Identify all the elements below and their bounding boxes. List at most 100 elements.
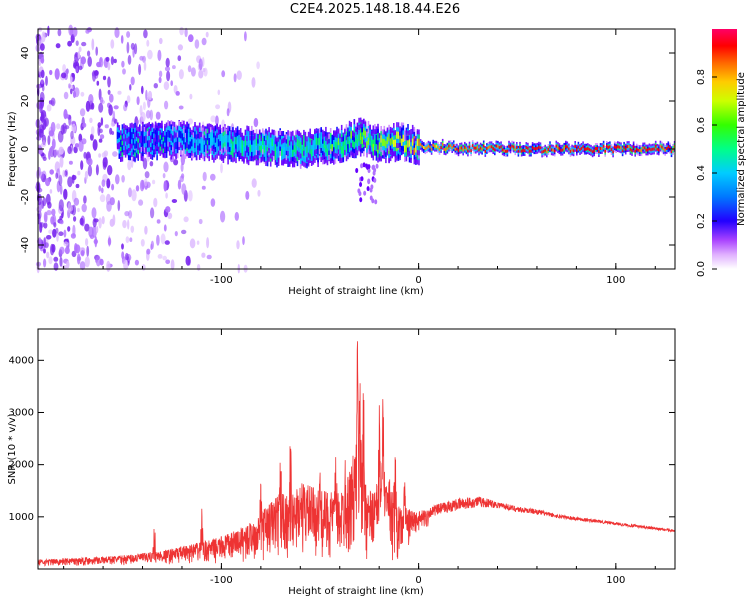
spectrogram-noise-cell [89, 234, 95, 240]
spectrogram-noise-cell [49, 147, 52, 154]
spectrogram-band-cell [213, 137, 215, 145]
spectrogram-band-cell [386, 136, 389, 145]
spectrogram-band-cell [408, 139, 411, 147]
spectrogram-band-cell [367, 137, 370, 145]
spectrogram-band-cell [198, 143, 201, 151]
spectrogram-band-cell [606, 144, 608, 148]
spectrogram-band-cell [535, 147, 537, 151]
spectrogram-band-cell [569, 149, 572, 153]
spectrogram-band-cell [148, 140, 150, 148]
spectrogram-band-cell [161, 132, 163, 140]
spectrogram-noise-cell [170, 259, 175, 271]
spectrogram-noise-cell [107, 76, 111, 88]
x-tick-label: 0 [415, 275, 421, 286]
snr-xlabel: Height of straight line (km) [288, 586, 424, 597]
spectrogram-band-cell [309, 142, 311, 150]
spectrogram-band-cell [512, 145, 515, 149]
spectrogram-band-cell [344, 138, 346, 146]
spectrogram-noise-cell [99, 194, 106, 203]
spectrogram-noise-cell [165, 57, 170, 68]
spectrogram-noise-cell [68, 83, 71, 89]
spectrogram-noise-cell [67, 146, 72, 155]
spectrogram-noise-cell [68, 160, 73, 165]
spectrogram-band-cell [367, 164, 371, 170]
spectrogram-noise-cell [126, 41, 130, 54]
spectrogram-band-cell [418, 138, 420, 146]
spectrogram-noise-cell [180, 153, 186, 166]
spectrogram-band-cell [214, 135, 217, 143]
spectrogram-noise-cell [149, 161, 154, 167]
spectrogram-band-cell [514, 148, 517, 152]
y-tick-label: 20 [20, 95, 31, 108]
spectrogram-band-cell [482, 144, 485, 148]
spectrogram-band-cell [345, 144, 348, 152]
spectrogram-band-cell [340, 146, 343, 154]
spectrogram-noise-cell [58, 231, 64, 236]
spectrogram-band-cell [246, 145, 248, 153]
spectrogram-band-cell [566, 145, 569, 149]
spectrogram-noise-cell [162, 255, 167, 261]
spectrogram-band-cell [654, 144, 657, 148]
spectrogram-band-cell [238, 139, 240, 147]
spectrogram-noise-cell [198, 58, 203, 71]
spectrogram-noise-cell [215, 104, 221, 110]
spectrogram-band-cell [145, 135, 147, 143]
spectrogram-ylabel: Frequency (Hz) [7, 111, 18, 187]
spectrogram-band-cell [659, 144, 662, 148]
spectrogram-band-cell [370, 140, 373, 148]
spectrogram-noise-cell [178, 69, 184, 80]
spectrogram-noise-cell [127, 54, 132, 65]
spectrogram-band-cell [531, 146, 534, 149]
spectrogram-band-cell [519, 145, 521, 149]
spectrogram-band-cell [448, 144, 450, 148]
y-tick-label: -20 [20, 189, 31, 205]
spectrogram-noise-cell [138, 199, 144, 206]
spectrogram-band-cell [642, 146, 644, 150]
spectrogram-band-cell [347, 136, 349, 145]
spectrogram-band-cell [492, 147, 494, 151]
spectrogram-band-cell [568, 147, 570, 151]
spectrogram-noise-cell [59, 156, 64, 168]
spectrogram-band-cell [490, 145, 493, 149]
spectrogram-noise-cell [93, 238, 99, 245]
spectrogram-noise-cell [122, 68, 126, 75]
spectrogram-noise-cell [130, 42, 135, 50]
spectrogram-noise-cell [110, 121, 116, 127]
spectrogram-band-cell [358, 191, 362, 197]
spectrogram-band-cell [457, 149, 460, 153]
spectrogram-noise-cell [80, 250, 85, 257]
spectrogram-band-cell [497, 144, 499, 148]
spectrogram-noise-cell [81, 41, 87, 47]
spectrogram-noise-cell [226, 108, 230, 117]
spectrogram-band-cell [355, 168, 359, 174]
spectrogram-noise-cell [139, 179, 145, 192]
spectrogram-band-cell [585, 147, 588, 151]
spectrogram-noise-cell [91, 102, 95, 110]
spectrogram-band-cell [219, 134, 221, 142]
spectrogram-band-cell [636, 147, 638, 151]
spectrogram-noise-cell [170, 80, 173, 87]
spectrogram-band-cell [334, 141, 337, 149]
spectrogram-band-cell [299, 142, 302, 150]
spectrogram-noise-cell [110, 56, 114, 66]
spectrogram-band-cell [470, 149, 472, 153]
spectrogram-band-cell [479, 146, 482, 150]
spectrogram-noise-cell [127, 219, 130, 230]
spectrogram-noise-cell [63, 91, 69, 100]
spectrogram-band-cell [462, 148, 464, 152]
spectrogram-band-cell [500, 145, 502, 149]
colorbar-tick-label: 0.2 [696, 213, 707, 229]
spectrogram-noise-cell [153, 83, 158, 89]
spectrogram-band-cell [172, 135, 174, 143]
spectrogram-band-cell [178, 130, 180, 138]
spectrogram-noise-cell [234, 211, 239, 221]
x-tick-label: 100 [606, 575, 625, 586]
spectrogram-noise-cell [181, 229, 187, 235]
spectrogram-noise-cell [43, 236, 47, 249]
spectrogram-noise-cell [141, 85, 144, 95]
spectrogram-noise-cell [189, 93, 193, 100]
spectrogram-noise-cell [99, 96, 104, 104]
spectrogram-noise-cell [49, 189, 53, 194]
spectrogram-band-cell [478, 148, 480, 152]
spectrogram-noise-cell [75, 183, 80, 189]
